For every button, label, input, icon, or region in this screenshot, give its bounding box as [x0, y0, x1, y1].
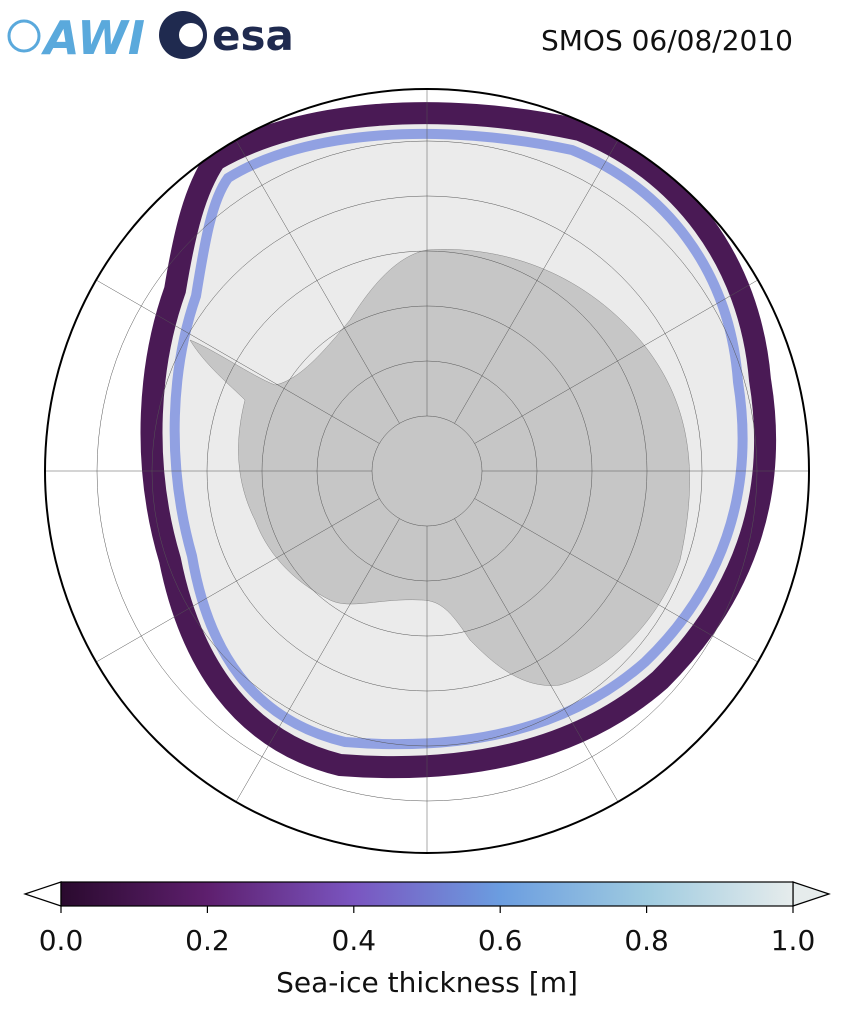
meridian [226, 124, 400, 424]
awi-icon [7, 19, 41, 53]
esa-icon-inner [179, 23, 203, 47]
meridian [80, 498, 380, 672]
colorbar-tick-label: 0.2 [185, 924, 230, 957]
meridian [226, 518, 400, 818]
logos: AWI esa [7, 11, 294, 65]
meridian [474, 498, 774, 672]
graticule [45, 89, 809, 853]
meridian [454, 518, 628, 818]
sea-ice-margin [169, 128, 748, 750]
colorbar [23, 881, 831, 913]
meridian [80, 270, 380, 444]
antarctica [189, 249, 690, 686]
awi-logo: AWI [41, 11, 145, 65]
colorbar-tick-label: 0.4 [332, 924, 377, 957]
meridian [474, 270, 774, 444]
map [45, 89, 809, 853]
map-frame [44, 88, 810, 854]
colorbar-body [60, 881, 794, 907]
meridian [454, 124, 628, 424]
colorbar-label: Sea-ice thickness [m] [276, 966, 578, 999]
colorbar-extend-high [792, 881, 831, 907]
map-title: SMOS 06/08/2010 [541, 24, 793, 57]
colorbar-tick-label: 1.0 [771, 924, 816, 957]
colorbar-tick-label: 0.6 [478, 924, 523, 957]
colorbar-tick-label: 0.0 [39, 924, 84, 957]
colorbar-tick-label: 0.8 [624, 924, 669, 957]
colorbar-extend-low [23, 881, 62, 907]
esa-logo: esa [212, 11, 294, 60]
